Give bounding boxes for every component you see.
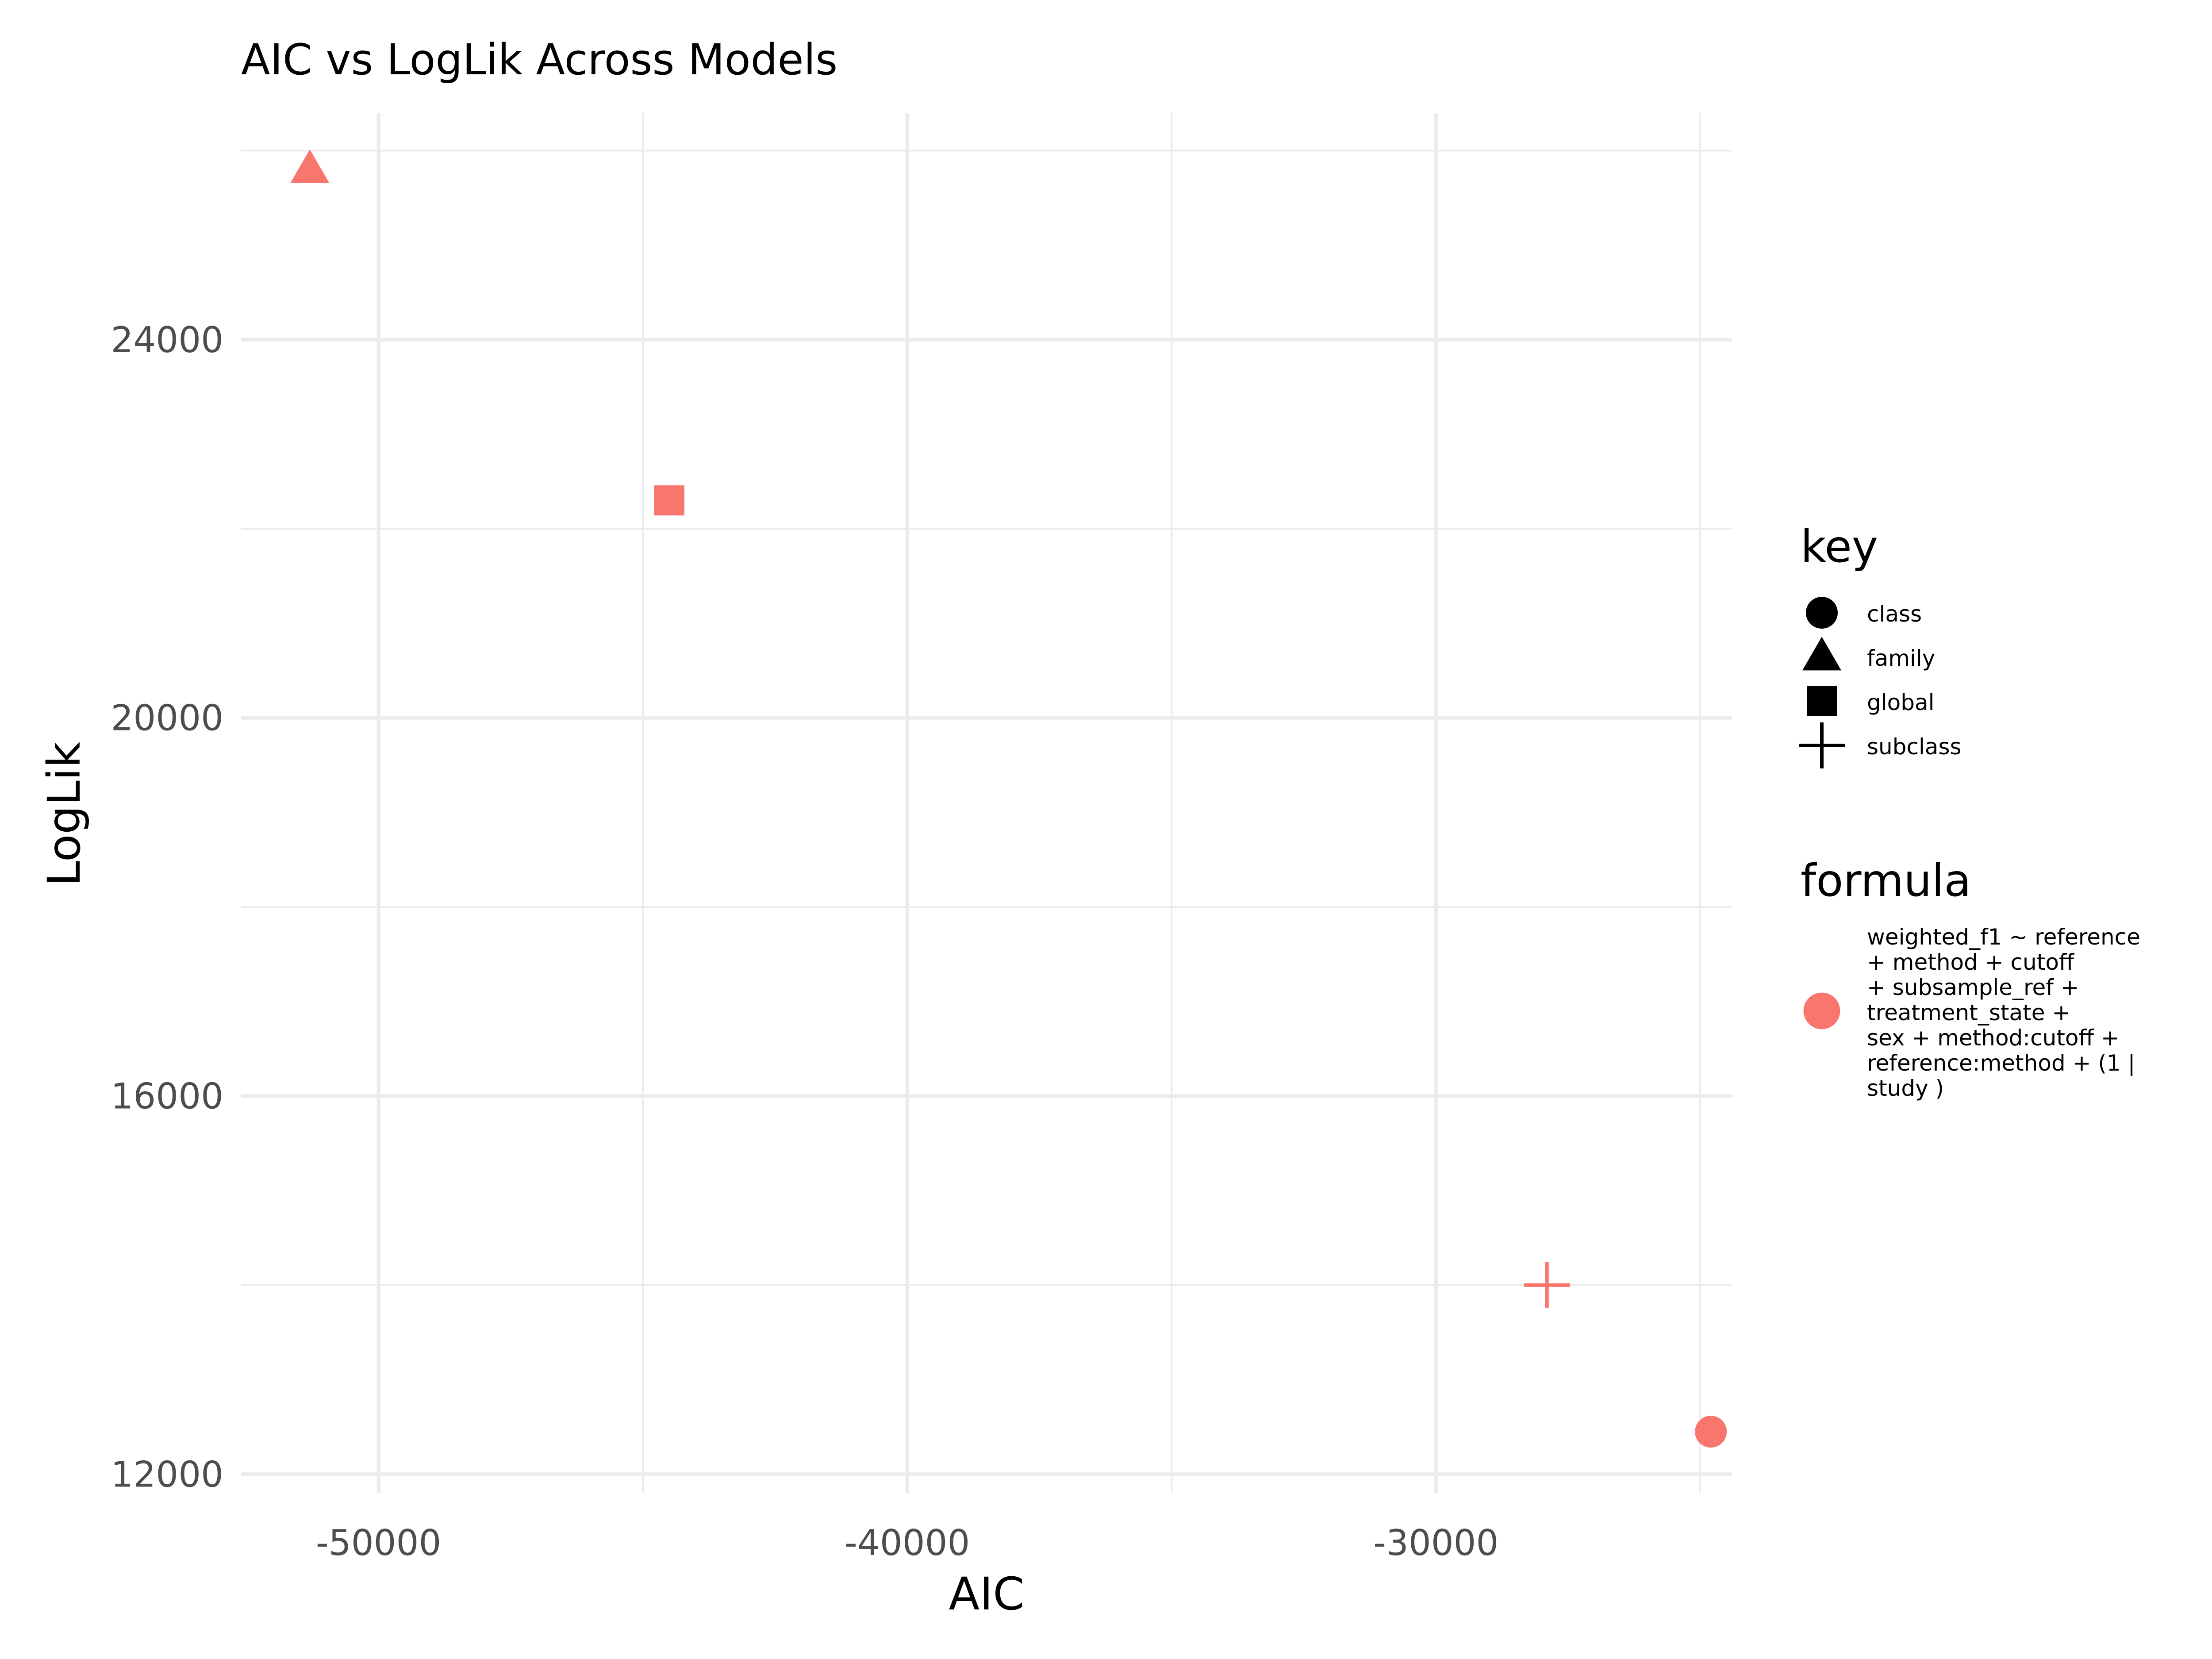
legend-formula-line: + subsample_ref + [1867, 975, 2079, 1000]
legend-key-title: key [1801, 521, 1878, 572]
legend-key-symbol-class [1806, 597, 1838, 629]
y-tick-label: 24000 [111, 319, 224, 361]
data-point-global [654, 485, 684, 516]
data-point-class [1695, 1416, 1727, 1448]
legend-formula-line: reference:method + (1 | [1867, 1050, 2135, 1076]
legend-formula-line: study ) [1867, 1075, 1944, 1101]
legend-key-symbol-family [1802, 637, 1841, 671]
x-axis-title: AIC [949, 1568, 1024, 1621]
data-point-subclass [1524, 1262, 1570, 1308]
tick-labels: -50000 -40000 -30000 12000 16000 20000 24000 [111, 319, 1499, 1563]
legend-key-symbol-subclass [1799, 722, 1845, 768]
legend-formula-label: weighted_f1 ~ reference + method + cutoff… [1867, 924, 2140, 1101]
legend-formula-symbol [1803, 992, 1840, 1029]
chart-title: AIC vs LogLik Across Models [241, 35, 837, 84]
data-points [290, 149, 1727, 1448]
legend-key-symbol-global [1807, 686, 1837, 716]
data-point-family [290, 149, 330, 183]
y-tick-label: 12000 [111, 1454, 224, 1495]
x-tick-label: -30000 [1373, 1522, 1498, 1563]
legend-key-label: global [1867, 690, 1935, 715]
y-axis-title: LogLik [38, 742, 91, 886]
legend-formula: formula weighted_f1 ~ reference + method … [1801, 855, 2140, 1101]
legend-formula-title: formula [1801, 855, 1971, 906]
legend-key-label: subclass [1867, 734, 1962, 760]
legend-formula-line: weighted_f1 ~ reference [1867, 924, 2140, 950]
legend-formula-line: + method + cutoff [1867, 949, 2075, 975]
x-tick-label: -40000 [845, 1522, 970, 1563]
legend-formula-line: sex + method:cutoff + [1867, 1025, 2120, 1051]
y-tick-label: 20000 [111, 698, 224, 739]
y-tick-label: 16000 [111, 1075, 224, 1117]
legend-formula-line: treatment_state + [1867, 1000, 2070, 1025]
legend-key-label: family [1867, 645, 1935, 671]
legend-key-label: class [1867, 601, 1922, 627]
legend-key: key class family global subclass [1799, 521, 1962, 768]
grid [241, 113, 1732, 1493]
x-tick-label: -50000 [316, 1522, 441, 1563]
